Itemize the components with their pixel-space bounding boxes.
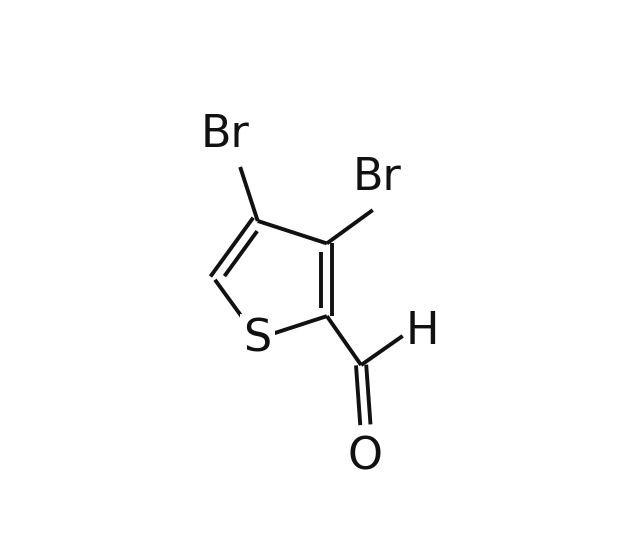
Text: Br: Br	[201, 114, 250, 156]
Text: O: O	[348, 435, 383, 479]
Text: H: H	[405, 310, 438, 353]
Text: S: S	[244, 317, 272, 360]
Text: Br: Br	[353, 156, 401, 199]
